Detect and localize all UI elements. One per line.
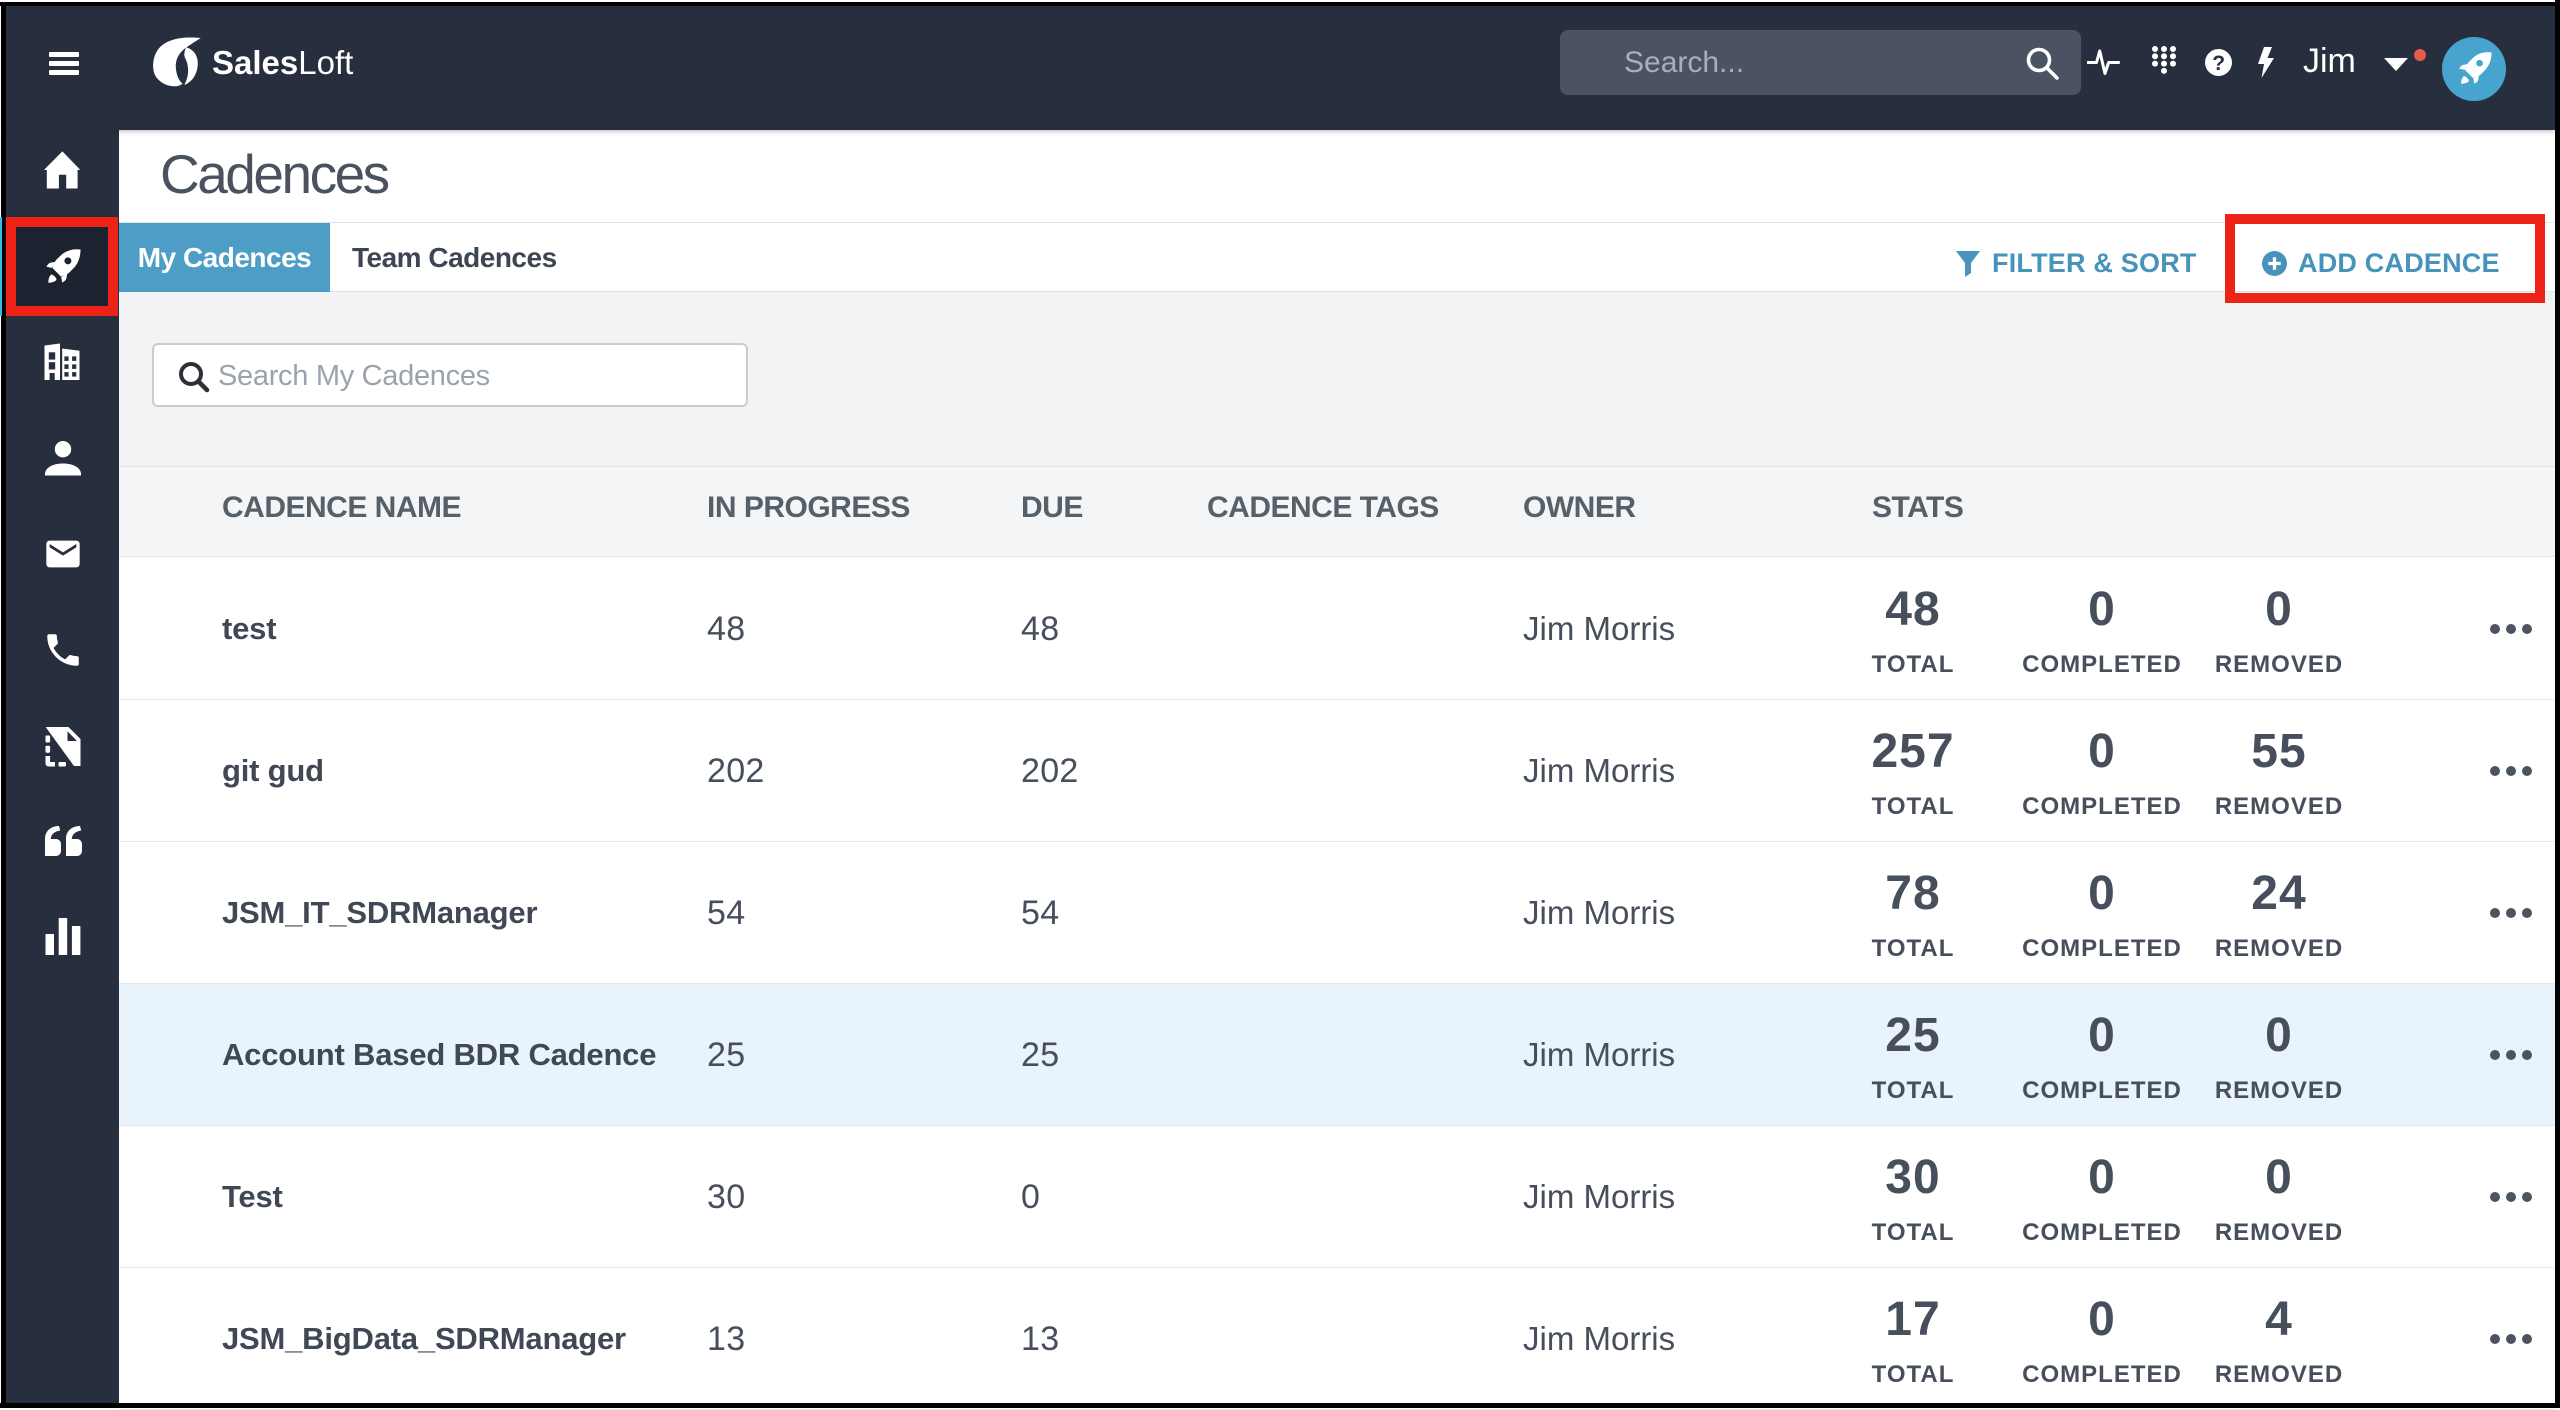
svg-text:?: ? bbox=[2212, 52, 2225, 75]
